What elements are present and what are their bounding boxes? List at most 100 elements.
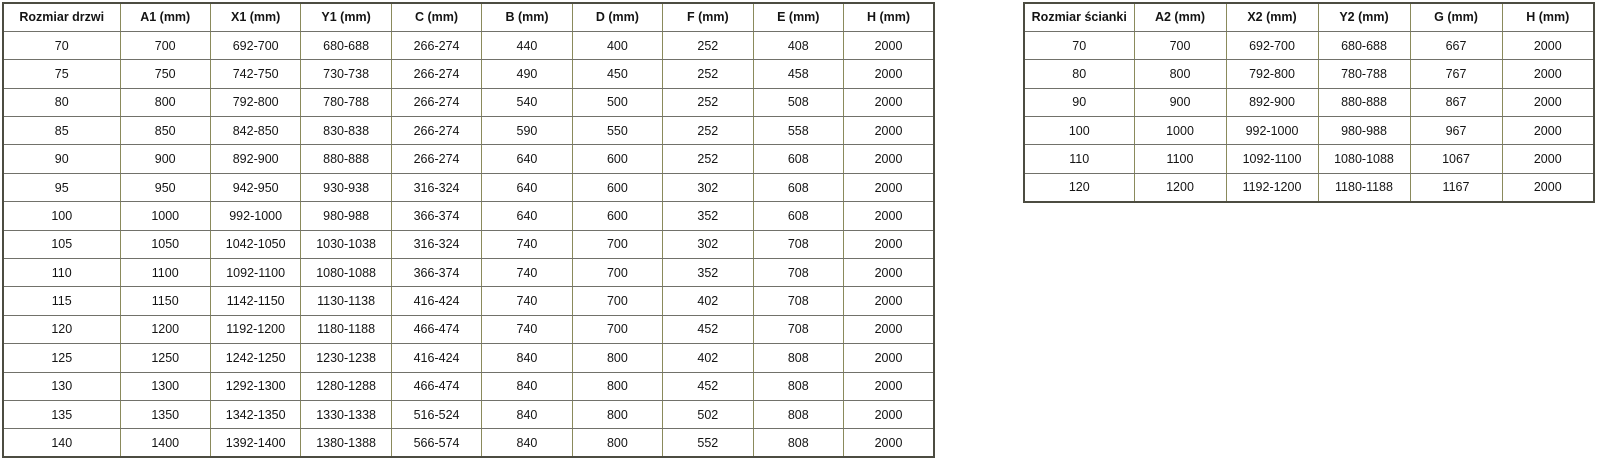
table-cell: 2000 [843,172,935,203]
table-cell: 1350 [119,399,211,430]
table-row: 90 900 892-900 880-888 266-274 640 600 252 608 20… [2,144,935,174]
table-cell: 1200 [119,314,211,345]
table-cell: 130 [2,371,121,401]
table-cell: 1192-1200 [1225,172,1319,203]
table-cell: 466-474 [390,314,483,345]
table-cell: 800 [571,371,664,401]
table-cell: 266-274 [390,116,483,146]
table-cell: 708 [752,286,845,316]
table-cell: 740 [481,314,573,345]
table-row: 85 850 842-850 830-838 266-274 590 550 252 558 20… [2,116,935,146]
table-cell: 708 [752,258,845,288]
table-cell: 1242-1250 [209,343,302,373]
table-cell: 842-850 [209,116,302,146]
table-cell: 1167 [1409,172,1503,203]
table-cell: 352 [662,258,754,288]
table-cell: 700 [571,258,664,288]
table-cell: 740 [481,229,573,260]
table-cell: 1092-1100 [1225,144,1319,174]
table-cell: 950 [119,172,211,203]
table-cell: 667 [1409,30,1503,61]
table-cell: 840 [481,343,573,373]
table-row: 110 1100 1092-1100 1080-1088 1067 2000 [1023,144,1595,174]
table-cell: 2000 [843,343,935,373]
table-cell: 640 [481,172,573,203]
table-cell: 942-950 [209,172,302,203]
table-cell: 75 [2,59,121,89]
table-row: 110 1100 1092-1100 1080-1088 366-374 740 700 35… [2,258,935,288]
table-cell: 892-900 [209,144,302,174]
table-cell: 440 [481,30,573,61]
column-header: A1 (mm) [119,2,211,32]
table-cell: 800 [571,428,664,458]
table-cell: 1280-1288 [300,371,392,401]
table-cell: 980-988 [300,201,392,231]
table-cell: 135 [2,399,121,430]
table-cell: 2000 [843,371,935,401]
table-cell: 808 [752,399,845,430]
table-cell: 1000 [119,201,211,231]
table-row: 90 900 892-900 880-888 867 2000 [1023,87,1595,118]
table-cell: 105 [2,229,121,260]
table-cell: 840 [481,399,573,430]
table-cell: 125 [2,343,121,373]
table-cell: 115 [2,286,121,316]
table-cell: 70 [1023,30,1135,61]
table-cell: 680-688 [300,30,392,61]
table-cell: 402 [662,286,754,316]
table-cell: 808 [752,343,845,373]
table-cell: 1330-1338 [300,399,392,430]
table-cell: 408 [752,30,845,61]
table-cell: 1400 [119,428,211,458]
table-cell: 808 [752,428,845,458]
left-table-header: Rozmiar drzwi A1 (mm) X1 (mm) Y1 (mm) C (mm)… [2,2,935,32]
table-cell: 608 [752,201,845,231]
table-cell: 867 [1409,87,1503,118]
table-cell: 700 [1133,30,1227,61]
table-cell: 402 [662,343,754,373]
table-cell: 566-574 [390,428,483,458]
table-cell: 992-1000 [1225,116,1319,146]
table-row: 135 1350 1342-1350 1330-1338 516-524 840 800 50… [2,399,935,430]
table-row: 105 1050 1042-1050 1030-1038 316-324 740 700 30… [2,229,935,260]
table-cell: 416-424 [390,286,483,316]
table-cell: 2000 [1501,172,1595,203]
column-header: Y2 (mm) [1317,2,1411,32]
table-cell: 608 [752,172,845,203]
column-header: Y1 (mm) [300,2,392,32]
table-cell: 100 [2,201,121,231]
table-cell: 1180-1188 [300,314,392,345]
table-row: 140 1400 1392-1400 1380-1388 566-574 840 800 55… [2,428,935,458]
table-row: 75 750 742-750 730-738 266-274 490 450 252 458 20… [2,59,935,89]
header-row: Rozmiar ścianki A2 (mm) X2 (mm) Y2 (mm) G (m… [1023,2,1595,32]
table-cell: 742-750 [209,59,302,89]
column-header: H (mm) [1501,2,1595,32]
table-cell: 700 [571,229,664,260]
table-cell: 640 [481,144,573,174]
table-cell: 452 [662,314,754,345]
table-cell: 2000 [843,286,935,316]
table-cell: 366-374 [390,201,483,231]
table-cell: 792-800 [1225,59,1319,89]
table-cell: 1067 [1409,144,1503,174]
table-cell: 808 [752,371,845,401]
table-row: 100 1000 992-1000 980-988 967 2000 [1023,116,1595,146]
table-cell: 1030-1038 [300,229,392,260]
table-cell: 1050 [119,229,211,260]
table-row: 125 1250 1242-1250 1230-1238 416-424 840 800 40… [2,343,935,373]
column-header: X1 (mm) [209,2,302,32]
header-row: Rozmiar drzwi A1 (mm) X1 (mm) Y1 (mm) C (mm)… [2,2,935,32]
table-cell: 2000 [843,116,935,146]
table-cell: 1142-1150 [209,286,302,316]
table-cell: 900 [1133,87,1227,118]
table-cell: 466-474 [390,371,483,401]
table-cell: 2000 [1501,59,1595,89]
table-cell: 2000 [843,314,935,345]
table-cell: 750 [119,59,211,89]
table-cell: 767 [1409,59,1503,89]
table-cell: 450 [571,59,664,89]
table-row: 70 700 692-700 680-688 266-274 440 400 252 408 20… [2,30,935,61]
table-cell: 640 [481,201,573,231]
table-cell: 2000 [843,59,935,89]
table-cell: 80 [2,87,121,118]
